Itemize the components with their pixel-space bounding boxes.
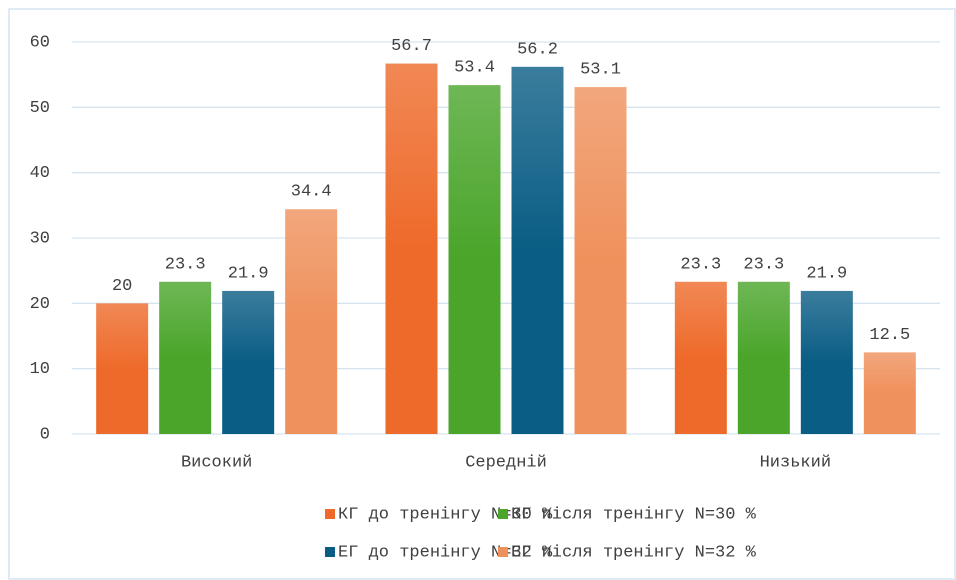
data-label: 53.1 — [580, 61, 621, 80]
data-label: 53.4 — [454, 59, 495, 78]
legend-swatch — [498, 509, 508, 519]
legend-swatch — [325, 547, 335, 557]
y-tick-label: 10 — [30, 360, 50, 379]
data-label: 12.5 — [869, 326, 910, 345]
legend-swatch — [325, 509, 335, 519]
bar — [574, 87, 627, 434]
bar — [674, 281, 727, 434]
y-tick-label: 50 — [30, 99, 50, 118]
bar — [222, 290, 275, 434]
bar — [800, 290, 853, 434]
bar — [285, 209, 338, 434]
bar — [737, 281, 790, 434]
data-label: 23.3 — [165, 255, 206, 274]
bar — [863, 352, 916, 434]
x-tick-label: Високий — [181, 453, 252, 472]
y-tick-label: 40 — [30, 164, 50, 183]
y-tick-label: 30 — [30, 229, 50, 248]
bar — [448, 85, 501, 435]
bar — [511, 66, 564, 435]
chart-border — [8, 8, 956, 580]
data-label: 21.9 — [228, 264, 269, 283]
y-tick-label: 0 — [40, 425, 50, 444]
bar — [385, 63, 438, 435]
x-tick-label: Низький — [760, 453, 831, 472]
legend-label: ЕГ після тренінгу N=32 % — [511, 543, 757, 562]
bar — [159, 281, 212, 434]
y-tick-label: 20 — [30, 295, 50, 314]
data-label: 23.3 — [743, 255, 784, 274]
bar — [96, 303, 149, 434]
legend-swatch — [498, 547, 508, 557]
y-tick-label: 60 — [30, 33, 50, 52]
legend-label: КГ після тренінгу N=30 % — [511, 505, 757, 524]
data-label: 56.2 — [517, 40, 558, 59]
data-label: 34.4 — [291, 183, 332, 202]
data-label: 23.3 — [680, 255, 721, 274]
data-label: 21.9 — [806, 264, 847, 283]
x-tick-label: Середній — [465, 453, 547, 472]
data-label: 20 — [112, 277, 132, 296]
data-label: 56.7 — [391, 37, 432, 56]
